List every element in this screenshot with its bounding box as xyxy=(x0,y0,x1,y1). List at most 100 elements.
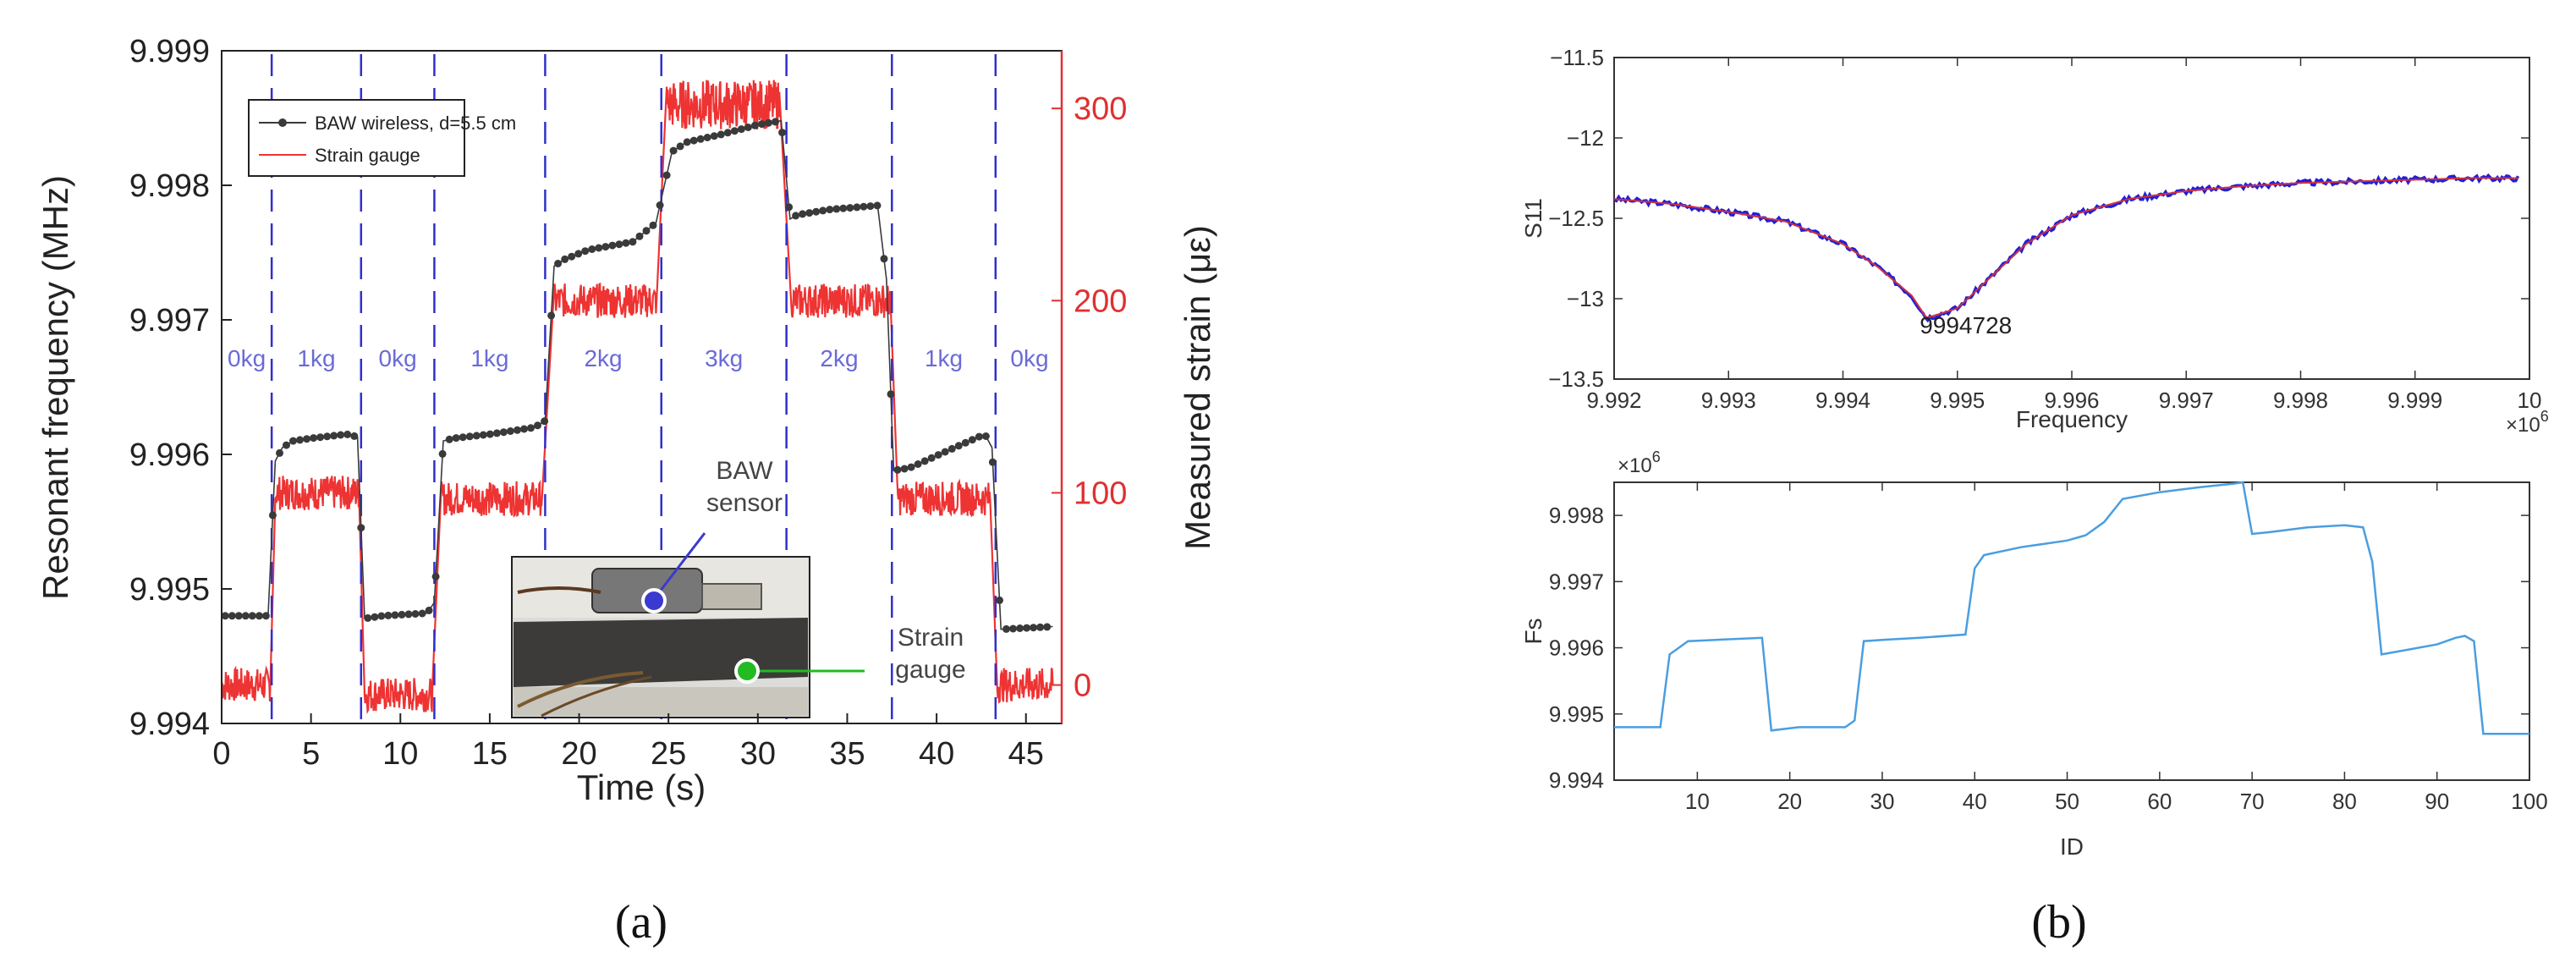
baw-point xyxy=(968,436,976,444)
baw-point xyxy=(812,207,821,216)
load-label-6: 2kg xyxy=(820,345,858,371)
baw-point xyxy=(750,121,759,129)
y-tick-label-a: 9.995 xyxy=(129,572,210,608)
x-tick-label-a: 30 xyxy=(740,736,776,772)
x-tick-label-b-top: 9.994 xyxy=(1815,388,1870,413)
x-tick-label-a: 0 xyxy=(212,736,230,772)
baw-point xyxy=(880,255,888,263)
y-tick-label-b-top: −12 xyxy=(1567,125,1604,151)
baw-point xyxy=(629,238,637,246)
x-tick-label-a: 15 xyxy=(472,736,508,772)
baw-point xyxy=(785,203,794,212)
baw-point xyxy=(492,429,501,437)
load-label-1: 1kg xyxy=(297,345,335,371)
y-tick-label-b-top: −11.5 xyxy=(1550,45,1604,70)
s11-min-annotation: 9994728 xyxy=(1920,312,2012,338)
y-tick-label-b-top: −13.5 xyxy=(1548,366,1604,392)
baw-point xyxy=(744,124,752,131)
baw-point xyxy=(723,129,732,137)
y-multiplier-b-bottom: ×106 xyxy=(1618,448,1661,477)
s11-trace xyxy=(1613,173,2520,323)
plot-frame-b-bottom xyxy=(1613,481,2530,781)
baw-point xyxy=(472,432,481,440)
ylabel-b-top: S11 xyxy=(1520,198,1546,239)
baw-point xyxy=(996,596,1003,604)
x-tick-label-b-top: 9.992 xyxy=(1586,388,1641,413)
x-tick-label-b-bottom: 100 xyxy=(2511,789,2547,814)
load-label-7: 1kg xyxy=(925,345,963,371)
baw-point xyxy=(873,201,882,210)
baw-point xyxy=(452,434,460,443)
baw-point xyxy=(860,202,868,211)
x-tick-label-b-top: 9.999 xyxy=(2387,388,2442,413)
y-tick-label-b-bottom: 9.994 xyxy=(1549,767,1604,793)
chart-b-top: 9.992 9.993 9.994 9.995 9.996 9.997 9.998 9.999… xyxy=(1520,45,2549,437)
baw-point xyxy=(248,612,256,620)
x-tick-label-a: 20 xyxy=(561,736,596,772)
baw-point xyxy=(1030,624,1038,632)
baw-point xyxy=(541,417,549,426)
baw-point xyxy=(778,129,787,137)
y-tick-label-b-top: −12.5 xyxy=(1548,206,1604,231)
baw-point xyxy=(303,435,311,443)
load-label-2: 0kg xyxy=(379,345,417,371)
x-tick-label-b-bottom: 10 xyxy=(1685,789,1710,814)
baw-point xyxy=(357,524,365,532)
baw-point xyxy=(703,134,711,141)
baw-point xyxy=(391,611,399,619)
baw-point xyxy=(676,142,684,151)
y2-tick-label-a: 300 xyxy=(1074,91,1127,127)
baw-point xyxy=(459,433,467,442)
baw-point xyxy=(975,432,983,441)
baw-point xyxy=(947,444,956,453)
baw-point xyxy=(465,432,474,441)
x-tick-label-b-top: 10 xyxy=(2518,388,2542,413)
baw-point xyxy=(554,260,563,267)
ylabel-b-bottom: Fs xyxy=(1520,618,1546,644)
x-tick-label-b-bottom: 30 xyxy=(1870,789,1894,814)
y-tick-label-a: 9.998 xyxy=(129,168,210,204)
strain-gauge-line xyxy=(220,80,1054,715)
baw-point xyxy=(839,204,848,212)
baw-point xyxy=(506,427,514,435)
baw-point xyxy=(669,146,678,155)
baw-point xyxy=(717,130,725,139)
s11-series xyxy=(1613,173,2520,323)
baw-point xyxy=(765,118,772,127)
xlabel-b-bottom: ID xyxy=(2060,833,2084,860)
baw-point xyxy=(588,245,596,253)
baw-point xyxy=(255,612,263,620)
baw-point xyxy=(914,460,922,468)
baw-point xyxy=(1043,623,1052,631)
y2-tick-label-a: 0 xyxy=(1074,668,1091,704)
baw-point xyxy=(954,442,963,450)
baw-point xyxy=(772,118,779,126)
y-tick-label-b-bottom: 9.995 xyxy=(1549,701,1604,727)
x-tick-label-b-top: 9.998 xyxy=(2273,388,2328,413)
baw-point xyxy=(486,430,494,438)
y-tick-label-a: 9.999 xyxy=(129,34,210,69)
strain-gauge-callout: Strain gauge xyxy=(734,624,966,684)
baw-point xyxy=(425,606,433,614)
legend: BAW wireless, d=5.5 cm Strain gauge xyxy=(248,99,516,177)
panel-label-a: (a) xyxy=(615,896,667,949)
baw-point xyxy=(499,428,508,437)
baw-point xyxy=(608,241,617,250)
baw-point xyxy=(907,463,915,471)
strain-gauge-series xyxy=(220,80,1054,715)
baw-point xyxy=(662,171,671,179)
baw-point xyxy=(988,458,997,466)
baw-point xyxy=(350,432,359,440)
baw-point xyxy=(622,239,630,247)
y-tick-label-a: 9.997 xyxy=(129,303,210,338)
baw-point xyxy=(615,240,623,249)
load-label-0: 0kg xyxy=(228,345,266,371)
y-tick-label-b-bottom: 9.998 xyxy=(1549,503,1604,528)
y-tick-label-a: 9.996 xyxy=(129,437,210,473)
load-label-3: 1kg xyxy=(470,345,508,371)
baw-point xyxy=(276,448,283,457)
baw-point xyxy=(561,255,569,263)
baw-point xyxy=(337,431,345,439)
baw-point xyxy=(479,431,487,439)
x-tick-label-b-bottom: 40 xyxy=(1963,789,1987,814)
